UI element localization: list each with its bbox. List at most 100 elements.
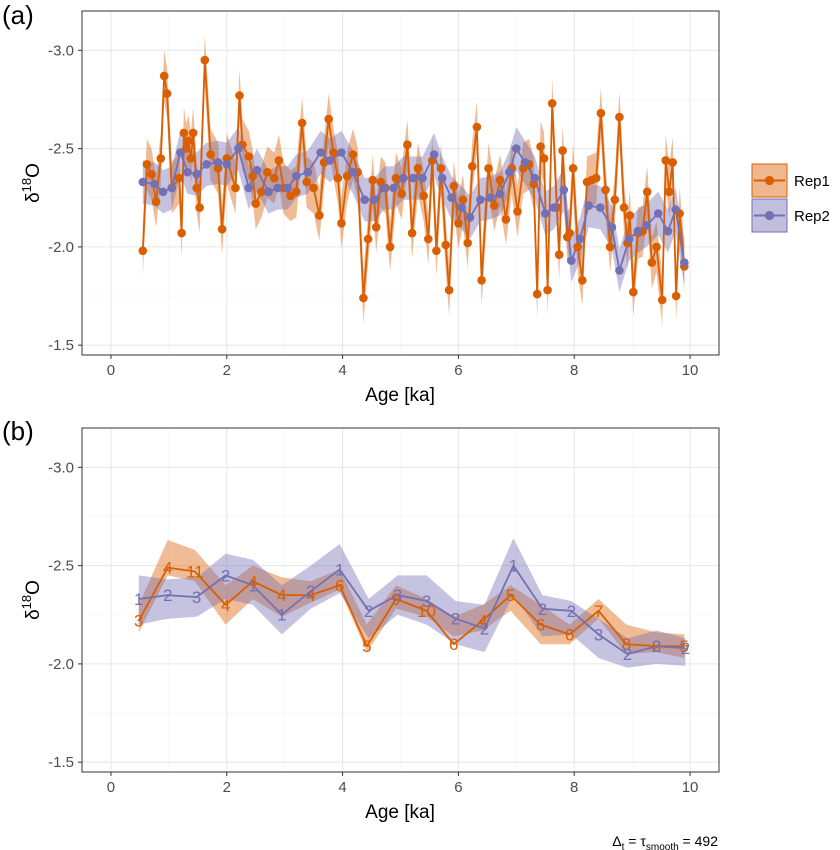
point-rep2 <box>176 148 185 157</box>
x-tick-label: 4 <box>338 779 346 796</box>
point-rep1 <box>578 276 587 285</box>
panel-a-x-axis-title: Age [ka] <box>365 385 435 406</box>
legend-item-rep2: Rep2 <box>751 198 830 233</box>
count-label-rep2: 2 <box>652 637 661 656</box>
point-rep2 <box>370 195 379 204</box>
point-rep1 <box>565 228 574 238</box>
point-rep1 <box>192 183 201 193</box>
point-rep1 <box>156 154 166 163</box>
count-label-rep1: 3 <box>134 612 143 631</box>
point-rep2 <box>316 148 325 157</box>
point-rep1 <box>458 195 468 204</box>
count-label-rep1: 6 <box>565 625 574 644</box>
panel-a-points <box>138 55 689 305</box>
y-tick-label: -2.0 <box>48 656 74 673</box>
point-rep1 <box>424 234 433 244</box>
point-rep2 <box>663 226 673 236</box>
count-label-rep1: 5 <box>362 637 371 656</box>
point-rep1 <box>270 173 279 183</box>
panel-b-grid <box>82 428 719 772</box>
point-rep2 <box>283 183 292 193</box>
point-rep1 <box>596 108 606 118</box>
count-label-rep2: 3 <box>422 592 431 611</box>
panel-b-lines <box>138 564 686 655</box>
point-rep1 <box>142 160 152 169</box>
point-rep1 <box>348 150 358 159</box>
legend-item-rep1: Rep1 <box>751 163 830 198</box>
line-rep1 <box>138 566 685 648</box>
point-rep1 <box>573 242 582 252</box>
y-tick-label: -2.5 <box>48 141 74 158</box>
x-tick-label: 2 <box>223 362 231 379</box>
line-rep2 <box>138 564 686 655</box>
point-rep1 <box>147 169 156 179</box>
legend-marker-rep1 <box>764 175 775 186</box>
point-rep1 <box>444 285 454 295</box>
point-rep1 <box>495 175 505 185</box>
point-rep1 <box>359 293 368 303</box>
point-rep2 <box>486 193 495 202</box>
point-rep1 <box>184 136 193 145</box>
point-rep2 <box>303 167 313 177</box>
point-rep2 <box>222 160 232 169</box>
point-rep1 <box>536 142 545 151</box>
point-rep1 <box>629 287 638 297</box>
point-rep1 <box>403 140 412 149</box>
point-rep1 <box>315 211 324 220</box>
point-rep1 <box>501 215 511 224</box>
point-rep1 <box>138 246 148 256</box>
point-rep1 <box>547 99 557 108</box>
point-rep2 <box>437 173 447 183</box>
count-label-rep2: 1 <box>335 561 344 580</box>
count-label-rep2: 2 <box>306 582 315 601</box>
point-rep1 <box>513 207 522 216</box>
band-rep2 <box>138 538 686 668</box>
point-rep2 <box>447 193 456 202</box>
point-rep1 <box>235 91 244 100</box>
point-rep1 <box>337 219 346 228</box>
point-rep1 <box>309 183 318 193</box>
point-rep2 <box>202 160 211 169</box>
panel-label-b: (b) <box>2 416 34 446</box>
count-label-rep2: 2 <box>681 639 690 658</box>
count-label-rep2: 2 <box>567 602 576 621</box>
point-rep2 <box>380 183 389 193</box>
panel-b-bands <box>138 538 686 668</box>
y-tick-label: -2.5 <box>48 558 74 575</box>
point-rep2 <box>264 187 273 197</box>
legend-label-rep2: Rep2 <box>794 208 830 225</box>
count-label-rep1: 9 <box>391 590 400 609</box>
point-rep1 <box>558 146 567 155</box>
footnote: Δt = τsmooth = 492 <box>612 833 718 850</box>
count-label-rep1: 6 <box>335 576 344 595</box>
point-rep2 <box>325 156 335 165</box>
point-rep1 <box>329 148 338 157</box>
point-rep1 <box>302 177 312 187</box>
y-tick-label: -3.0 <box>48 459 74 476</box>
point-rep1 <box>151 197 161 206</box>
point-rep2 <box>150 179 159 189</box>
point-rep2 <box>408 173 418 183</box>
point-rep2 <box>567 256 576 265</box>
point-rep2 <box>530 173 540 183</box>
point-rep1 <box>231 183 240 193</box>
count-label-rep2: 2 <box>163 586 172 605</box>
point-rep1 <box>472 122 482 132</box>
point-rep2 <box>213 158 223 167</box>
x-tick-label: 8 <box>570 362 578 379</box>
point-rep2 <box>138 177 148 187</box>
count-label-rep2: 3 <box>393 586 402 605</box>
point-rep1 <box>605 242 615 252</box>
count-label-rep2: 3 <box>192 588 201 607</box>
legend-marker-rep2 <box>764 210 775 221</box>
count-label-rep1: 6 <box>449 635 458 654</box>
point-rep1 <box>484 164 493 173</box>
legend: Rep1 Rep2 <box>751 163 830 233</box>
x-tick-label: 0 <box>107 362 115 379</box>
y-tick-label: -2.0 <box>48 239 74 256</box>
point-rep1 <box>642 187 652 197</box>
point-rep2 <box>360 195 369 204</box>
